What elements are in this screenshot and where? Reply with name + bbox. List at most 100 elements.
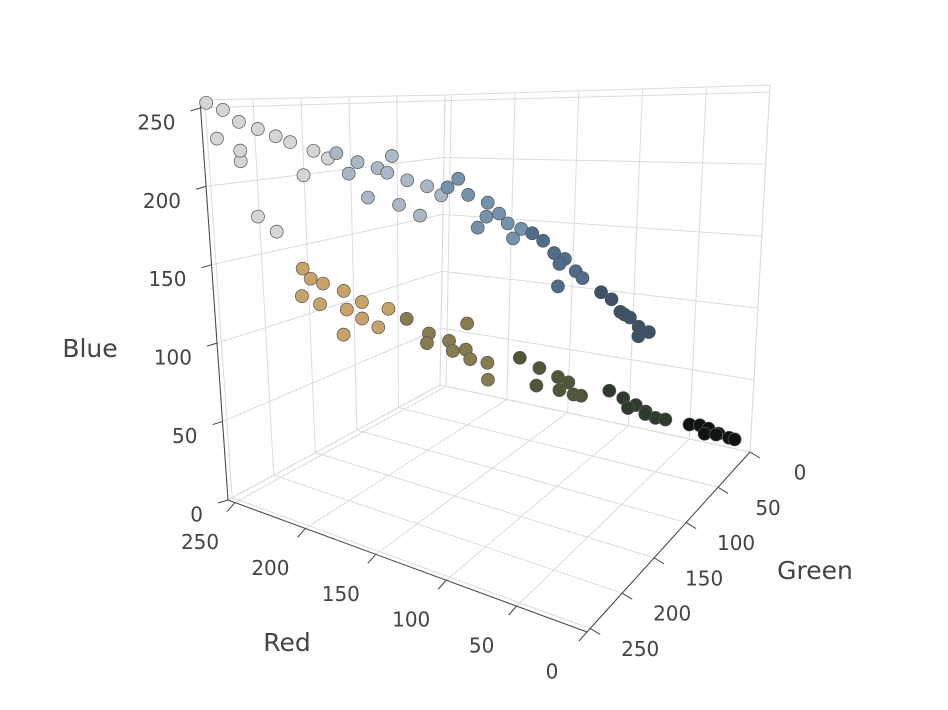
point [361,190,375,205]
point [506,231,520,246]
point [381,301,396,316]
grid-line [439,384,751,453]
point [551,279,565,294]
point [268,129,283,144]
z-tick [206,342,218,347]
point [303,271,318,286]
grid-line [439,94,446,386]
y-tick [653,557,665,565]
grid-line [396,95,399,408]
point [232,114,246,129]
point [313,297,327,312]
x-axis-title: Red [263,628,311,657]
x-tick-label: 100 [392,608,430,632]
point [451,171,466,186]
box-edge [444,84,771,96]
point [295,289,309,303]
point [251,209,265,224]
axes: 0501001502002500501001502002500501001502… [137,99,807,684]
grid-line [200,100,445,109]
point [329,146,344,161]
point [306,143,321,158]
x-tick-label: 250 [181,530,219,554]
z-tick [195,185,207,190]
z-tick-label: 150 [148,267,186,291]
point [336,327,351,342]
point [283,135,298,149]
point [604,292,619,307]
z-tick [190,107,201,112]
point [463,352,478,367]
point [575,271,590,285]
grid-line [375,412,568,555]
grid-line [516,438,690,607]
point [536,233,550,248]
point [552,383,567,397]
grid-line [305,399,508,529]
y-tick [717,486,729,494]
grid-line [273,474,623,594]
point [594,285,608,300]
point [371,320,386,335]
point [617,307,632,322]
x-tick-label: 150 [322,582,360,606]
y-tick [621,592,633,600]
points [199,95,742,447]
grid-line [348,96,358,431]
x-axis-line [227,499,588,633]
grid-line [445,425,629,581]
point [500,216,515,231]
x-tick [367,554,377,564]
grid-line [222,327,442,423]
grid-line [506,92,516,400]
grid-line [315,452,655,559]
y-tick [749,451,761,459]
grid-line [444,91,770,102]
point [233,143,248,158]
grid-line [688,86,707,439]
z-axis-title: Blue [62,334,117,363]
x-tick-label: 50 [469,634,494,658]
y-tick [685,522,697,530]
grid-line [216,270,443,344]
z-tick-label: 0 [190,503,203,527]
point [492,206,506,221]
point [525,226,540,241]
grid-line [627,88,644,426]
z-tick [201,264,212,269]
point [480,195,495,210]
point [460,316,474,331]
point [341,166,356,181]
point [420,179,434,194]
point [250,122,265,136]
point [385,149,399,163]
point [350,155,365,169]
point [336,283,351,298]
point [470,220,485,235]
point [481,372,495,387]
z-tick [212,421,223,426]
point [339,302,354,317]
point [355,311,369,326]
grid-line [398,407,719,488]
grid-line [205,157,444,187]
point [479,209,494,224]
x-tick [437,579,447,590]
x-tick [508,605,517,616]
point [602,383,617,398]
y-tick-label: 0 [794,461,807,485]
point [621,401,635,415]
point [210,131,224,146]
x-tick [297,528,306,538]
point [295,261,310,276]
y-tick-label: 200 [653,602,691,626]
point [199,95,214,110]
point [400,173,415,188]
point [420,336,434,350]
point [355,295,369,309]
z-tick-label: 200 [143,189,181,213]
point [658,412,673,427]
box-edge [199,94,446,101]
x-tick [578,631,588,642]
